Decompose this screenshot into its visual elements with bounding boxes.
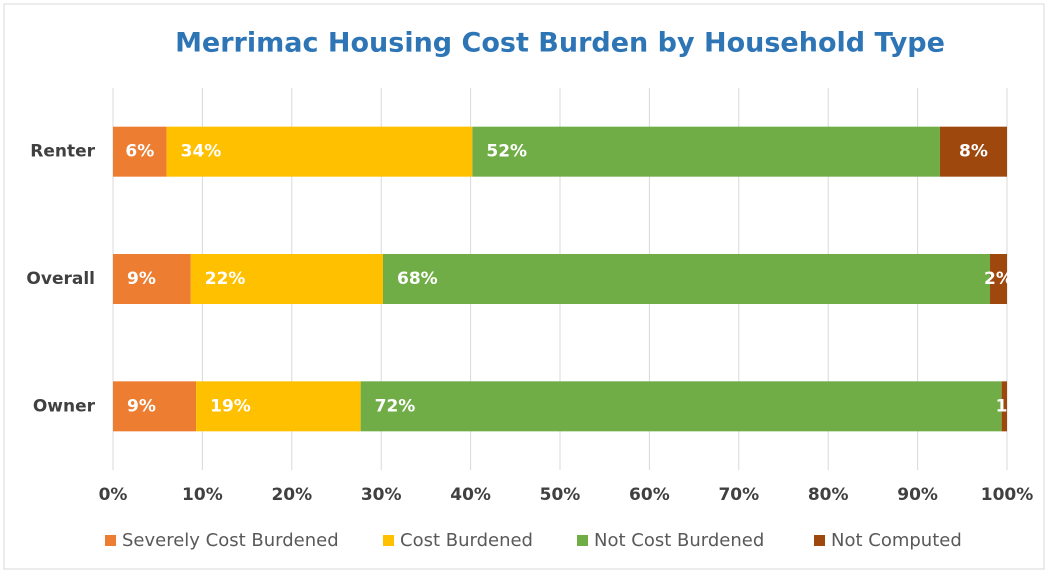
chart-title: Merrimac Housing Cost Burden by Househol… [175,28,945,59]
data-label: 52% [486,142,527,162]
x-tick-label: 90% [897,485,938,505]
x-tick-label: 60% [629,485,670,505]
bar-segment [196,381,361,432]
legend-label: Severely Cost Burdened [122,530,339,551]
data-label: 2% [984,269,1013,289]
x-tick-label: 100% [981,485,1034,505]
y-tick-label: Owner [33,396,96,416]
data-label: 1% [996,396,1025,416]
data-label: 9% [127,269,156,289]
x-tick-label: 10% [182,485,223,505]
data-label: 9% [127,396,156,416]
bar-segment [360,381,1002,432]
bar-segment [1001,381,1007,432]
x-tick-label: 40% [450,485,491,505]
bar-segment [472,126,940,177]
legend-label: Not Cost Burdened [594,530,764,551]
data-label: 72% [375,396,416,416]
x-tick-label: 0% [99,485,128,505]
y-tick-label: Overall [26,269,95,289]
data-label: 19% [210,396,251,416]
legend-swatch [814,535,825,546]
legend-swatch [577,535,588,546]
bar-segment [113,381,197,432]
data-label: 34% [181,142,222,162]
legend-label: Cost Burdened [400,530,533,551]
bar-segment [166,126,473,177]
x-tick-label: 70% [718,485,759,505]
legend-swatch [105,535,116,546]
x-tick-label: 50% [540,485,581,505]
bar-segment [990,254,1007,304]
x-tick-label: 30% [361,485,402,505]
data-label: 22% [205,269,246,289]
bar-segment [190,254,383,304]
data-label: 6% [125,142,154,162]
data-label: 68% [397,269,438,289]
bar-segment [113,126,167,177]
data-label: 8% [959,142,988,162]
x-tick-label: 80% [808,485,849,505]
bar-segment [113,254,191,304]
bar-segment [382,254,991,304]
legend-swatch [383,535,394,546]
bar-segment [939,126,1007,177]
y-tick-label: Renter [30,142,95,162]
x-tick-label: 20% [271,485,312,505]
legend-label: Not Computed [831,530,962,551]
